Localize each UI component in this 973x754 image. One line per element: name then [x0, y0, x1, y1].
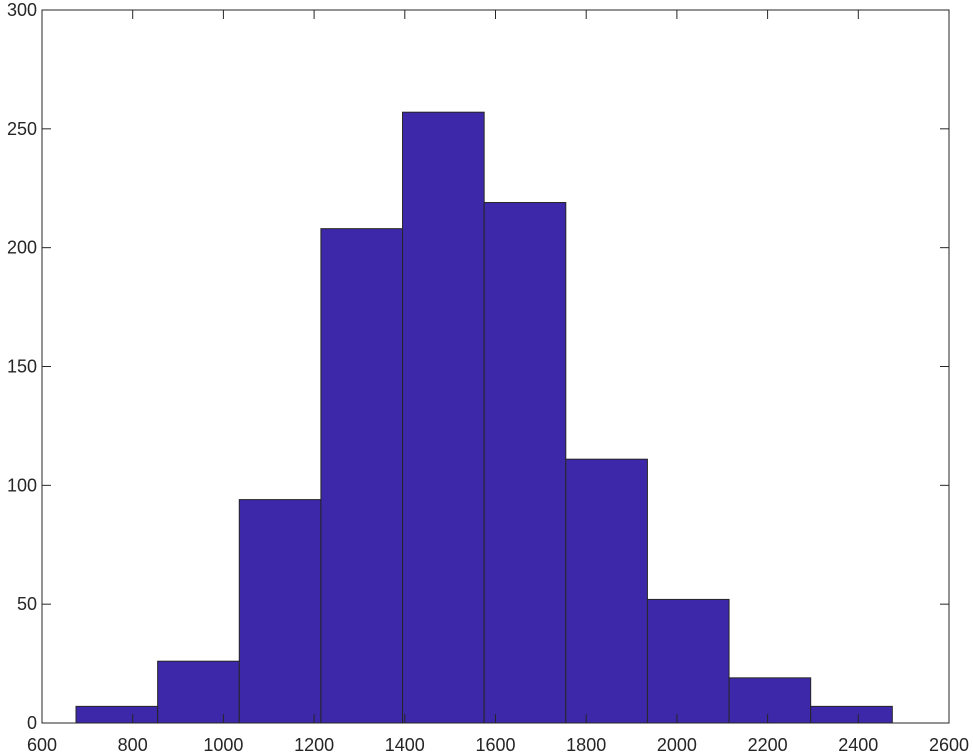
histogram-bar	[157, 660, 240, 724]
histogram-bar	[75, 705, 159, 724]
x-tick-label: 2600	[929, 735, 969, 754]
histogram-bar	[320, 228, 404, 724]
x-tick-labels: 600 800 1000 1200 1400 1600 1800 2000 2200 2400 26…	[27, 735, 969, 754]
x-tick-label: 2400	[838, 735, 878, 754]
histogram-bar	[728, 677, 812, 724]
x-tick-label: 2200	[748, 735, 788, 754]
x-tick-label: 2000	[657, 735, 697, 754]
histogram-bar	[810, 705, 893, 724]
y-tick-label: 150	[7, 357, 37, 377]
x-tick-label: 1800	[566, 735, 606, 754]
histogram-bar	[238, 499, 322, 724]
ticks-group	[41, 9, 950, 724]
x-tick-label: 1400	[385, 735, 425, 754]
x-tick-label: 1600	[475, 735, 515, 754]
y-tick-label: 250	[7, 119, 37, 139]
x-tick-label: 600	[27, 735, 57, 754]
histogram-bar	[565, 458, 648, 724]
histogram-bar	[646, 598, 730, 724]
histogram-bar	[402, 111, 485, 724]
histogram-bar	[483, 202, 567, 724]
y-tick-labels: 0 50 100 150 200 250 300	[7, 0, 37, 733]
y-tick-label: 100	[7, 475, 37, 495]
x-tick-label: 1000	[203, 735, 243, 754]
x-tick-label: 800	[118, 735, 148, 754]
bars-group	[75, 111, 893, 724]
y-tick-label: 200	[7, 238, 37, 258]
y-tick-label: 300	[7, 0, 37, 20]
y-tick-label: 0	[27, 713, 37, 733]
x-tick-label: 1200	[294, 735, 334, 754]
y-tick-label: 50	[17, 594, 37, 614]
